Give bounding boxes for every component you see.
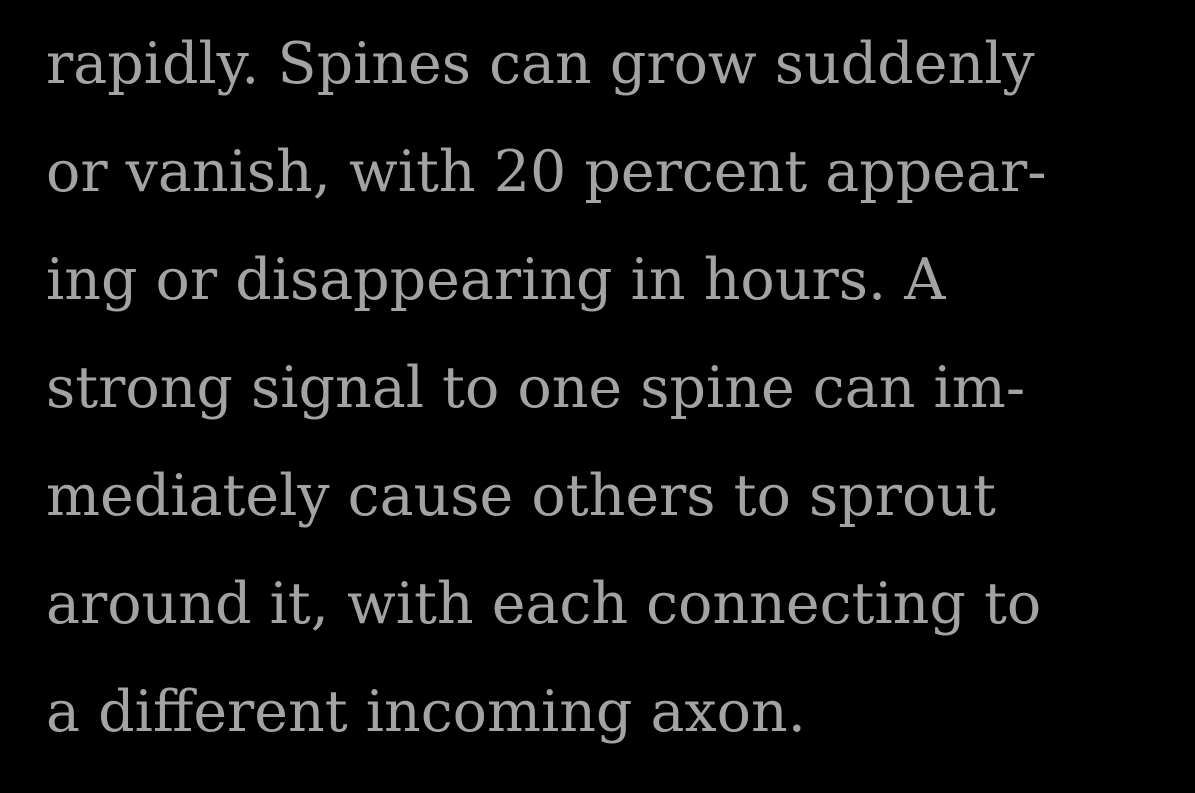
text-line-5: mediately cause others to sprout	[46, 463, 996, 529]
text-line-6: around it, with each connecting to	[46, 571, 1042, 637]
text-line-1: rapidly. Spines can grow suddenly	[46, 31, 1035, 97]
text-line-4: strong signal to one spine can im-	[46, 355, 1026, 421]
text-line-3: ing or disappearing in hours. A	[46, 247, 946, 313]
text-line-2: or vanish, with 20 percent appear-	[46, 139, 1047, 205]
text-line-7: a different incoming axon.	[46, 679, 806, 745]
